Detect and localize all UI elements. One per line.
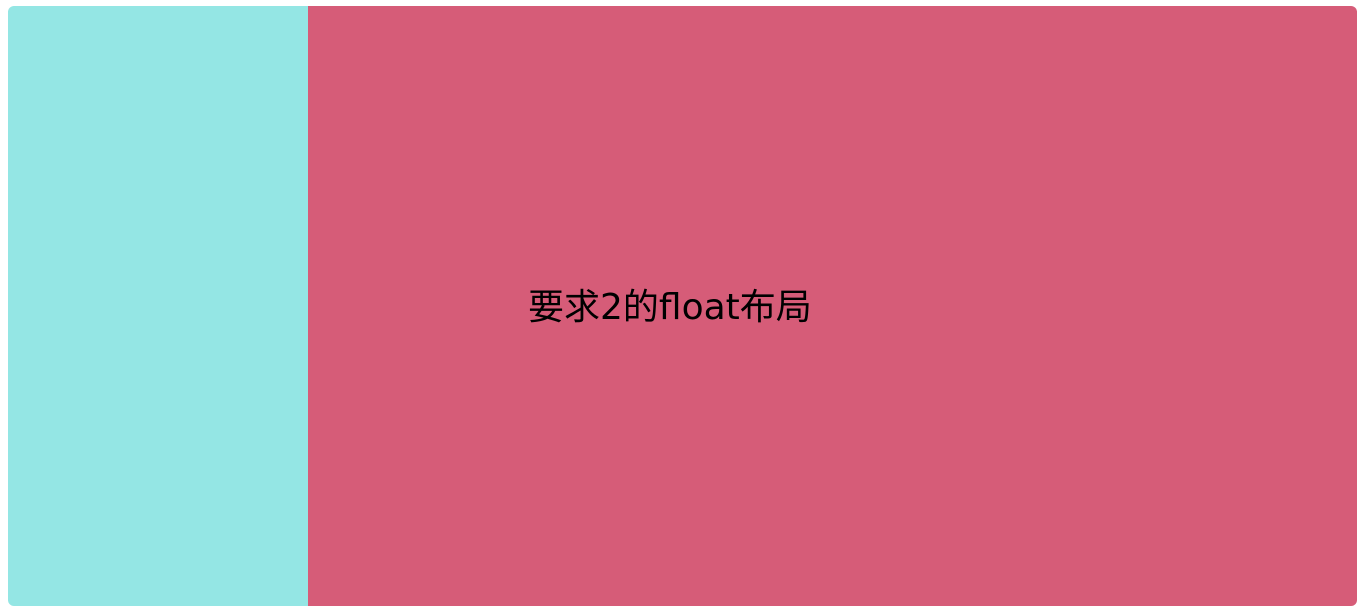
float-layout-container: 要求2的float布局: [8, 6, 1357, 606]
left-float-pane: [8, 6, 308, 606]
layout-title-text: 要求2的float布局: [528, 287, 812, 328]
right-float-pane: 要求2的float布局: [308, 6, 1357, 606]
